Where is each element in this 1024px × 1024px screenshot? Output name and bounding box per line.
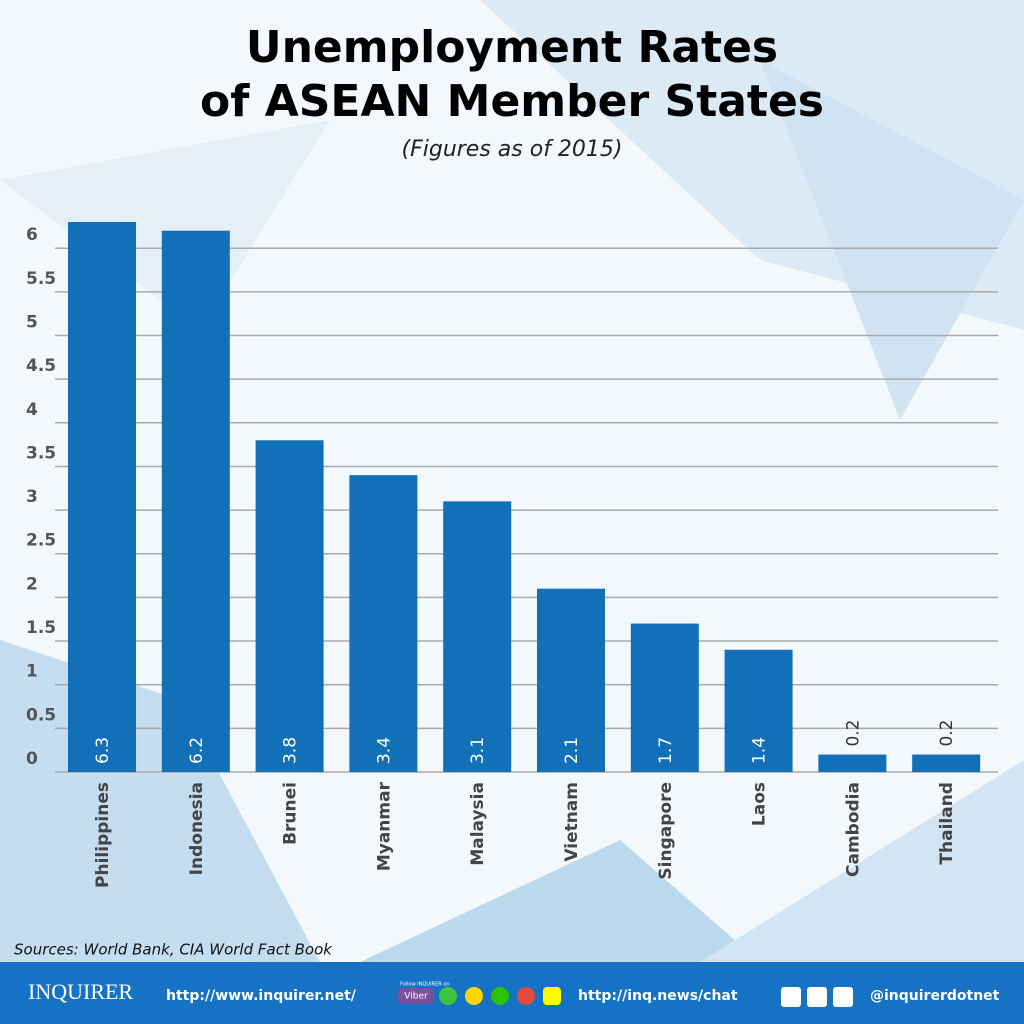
footer-brand: INQUIRER: [28, 979, 133, 1004]
x-tick-label: Cambodia: [843, 782, 863, 877]
value-label: 3.8: [281, 737, 301, 764]
chart-title: of ASEAN Member States: [200, 76, 824, 127]
bar: [537, 588, 605, 772]
x-tick-label: Brunei: [281, 782, 301, 845]
x-tick-label: Myanmar: [374, 781, 394, 871]
viber-icon[interactable]: [398, 988, 434, 1004]
x-tick-label: Laos: [750, 782, 770, 826]
value-label: 6.2: [187, 737, 207, 764]
footer-handle: @inquirerdotnet: [870, 988, 1000, 1004]
social-icons: [439, 987, 853, 1007]
bar: [630, 623, 699, 772]
value-label: 0.2: [937, 719, 957, 746]
value-label: 1.4: [750, 737, 770, 764]
bar: [443, 501, 512, 772]
value-label: 0.2: [843, 719, 863, 746]
x-tick-label: Indonesia: [187, 782, 207, 875]
value-label: 6.3: [93, 737, 113, 764]
bar: [724, 649, 793, 772]
value-label: 3.1: [468, 737, 488, 764]
bar: [818, 754, 887, 772]
y-tick-label: 5: [26, 312, 38, 332]
bar: [161, 230, 230, 772]
bar: [912, 754, 981, 772]
y-tick-label: 1: [26, 662, 38, 682]
footer-bar: [0, 962, 1024, 1024]
footer-site: http://www.inquirer.net/: [166, 988, 357, 1004]
y-tick-label: 4: [26, 400, 38, 420]
y-tick-label: 5.5: [26, 269, 56, 289]
bar: [68, 222, 136, 772]
y-tick-label: 0: [26, 749, 38, 769]
x-tick-label: Philippines: [93, 782, 113, 888]
y-tick-label: 1.5: [26, 618, 56, 638]
x-tick-label: Malaysia: [468, 782, 488, 866]
chart-subtitle: (Figures as of 2015): [402, 137, 623, 162]
footer-follow: Follow INQUIRER on: [400, 982, 449, 988]
bar: [349, 475, 418, 772]
chart-title: Unemployment Rates: [246, 22, 778, 73]
x-tick-label: Vietnam: [562, 782, 582, 862]
footer-chat: http://inq.news/chat: [578, 988, 738, 1004]
y-tick-label: 4.5: [26, 356, 56, 376]
y-tick-label: 2: [26, 574, 38, 594]
y-tick-label: 3.5: [26, 443, 56, 463]
y-tick-label: 2.5: [26, 531, 56, 551]
value-label: 3.4: [374, 737, 394, 764]
value-label: 1.7: [656, 737, 676, 764]
viber-label: Viber: [404, 992, 428, 1002]
source-note: Sources: World Bank, CIA World Fact Book: [14, 941, 333, 959]
value-label: 2.1: [562, 737, 582, 764]
y-tick-label: 6: [26, 225, 38, 245]
bar: [255, 440, 324, 772]
y-tick-label: 3: [26, 487, 38, 507]
x-tick-label: Singapore: [656, 782, 676, 880]
y-tick-label: 0.5: [26, 705, 56, 725]
x-tick-label: Thailand: [937, 782, 957, 865]
